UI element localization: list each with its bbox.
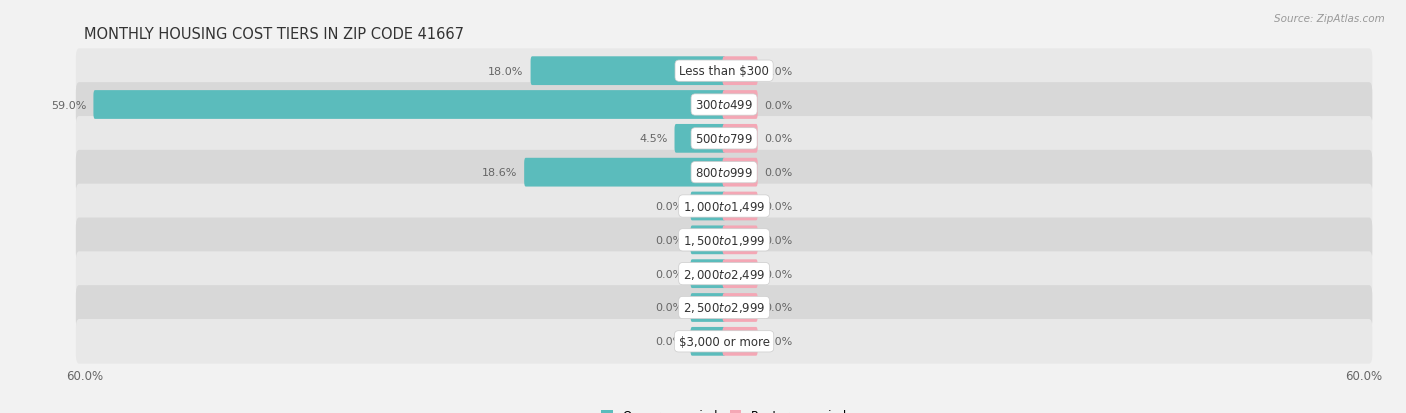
Text: 0.0%: 0.0%: [655, 303, 683, 313]
FancyBboxPatch shape: [76, 49, 1372, 94]
FancyBboxPatch shape: [723, 293, 758, 322]
Text: 0.0%: 0.0%: [655, 235, 683, 245]
FancyBboxPatch shape: [76, 319, 1372, 364]
Legend: Owner-occupied, Renter-occupied: Owner-occupied, Renter-occupied: [596, 404, 852, 413]
Text: $300 to $499: $300 to $499: [695, 99, 754, 112]
FancyBboxPatch shape: [690, 192, 725, 221]
FancyBboxPatch shape: [76, 285, 1372, 330]
FancyBboxPatch shape: [690, 226, 725, 254]
FancyBboxPatch shape: [93, 91, 725, 120]
FancyBboxPatch shape: [723, 125, 758, 153]
Text: 0.0%: 0.0%: [765, 269, 793, 279]
Text: MONTHLY HOUSING COST TIERS IN ZIP CODE 41667: MONTHLY HOUSING COST TIERS IN ZIP CODE 4…: [84, 26, 464, 41]
FancyBboxPatch shape: [76, 252, 1372, 296]
FancyBboxPatch shape: [675, 125, 725, 153]
Text: 0.0%: 0.0%: [765, 168, 793, 178]
Text: $3,000 or more: $3,000 or more: [679, 335, 769, 348]
FancyBboxPatch shape: [723, 327, 758, 356]
Text: $800 to $999: $800 to $999: [695, 166, 754, 179]
Text: $2,500 to $2,999: $2,500 to $2,999: [683, 301, 765, 315]
FancyBboxPatch shape: [723, 260, 758, 288]
FancyBboxPatch shape: [530, 57, 725, 86]
FancyBboxPatch shape: [723, 57, 758, 86]
Text: 0.0%: 0.0%: [765, 303, 793, 313]
FancyBboxPatch shape: [76, 184, 1372, 229]
FancyBboxPatch shape: [723, 192, 758, 221]
FancyBboxPatch shape: [524, 159, 725, 187]
FancyBboxPatch shape: [76, 218, 1372, 263]
FancyBboxPatch shape: [76, 83, 1372, 128]
Text: Source: ZipAtlas.com: Source: ZipAtlas.com: [1274, 14, 1385, 24]
Text: 0.0%: 0.0%: [765, 66, 793, 76]
Text: $1,000 to $1,499: $1,000 to $1,499: [683, 199, 765, 214]
Text: 0.0%: 0.0%: [765, 100, 793, 110]
Text: 0.0%: 0.0%: [765, 202, 793, 211]
FancyBboxPatch shape: [76, 117, 1372, 161]
Text: 59.0%: 59.0%: [51, 100, 87, 110]
FancyBboxPatch shape: [723, 159, 758, 187]
Text: 0.0%: 0.0%: [765, 337, 793, 347]
Text: 4.5%: 4.5%: [640, 134, 668, 144]
FancyBboxPatch shape: [690, 327, 725, 356]
Text: 18.6%: 18.6%: [482, 168, 517, 178]
Text: 0.0%: 0.0%: [765, 235, 793, 245]
Text: 0.0%: 0.0%: [655, 202, 683, 211]
Text: $500 to $799: $500 to $799: [695, 133, 754, 145]
Text: 0.0%: 0.0%: [765, 134, 793, 144]
FancyBboxPatch shape: [690, 293, 725, 322]
FancyBboxPatch shape: [690, 260, 725, 288]
FancyBboxPatch shape: [723, 226, 758, 254]
Text: 0.0%: 0.0%: [655, 337, 683, 347]
Text: 18.0%: 18.0%: [488, 66, 523, 76]
Text: 0.0%: 0.0%: [655, 269, 683, 279]
FancyBboxPatch shape: [723, 91, 758, 120]
FancyBboxPatch shape: [76, 150, 1372, 195]
Text: Less than $300: Less than $300: [679, 65, 769, 78]
Text: $2,000 to $2,499: $2,000 to $2,499: [683, 267, 765, 281]
Text: $1,500 to $1,999: $1,500 to $1,999: [683, 233, 765, 247]
